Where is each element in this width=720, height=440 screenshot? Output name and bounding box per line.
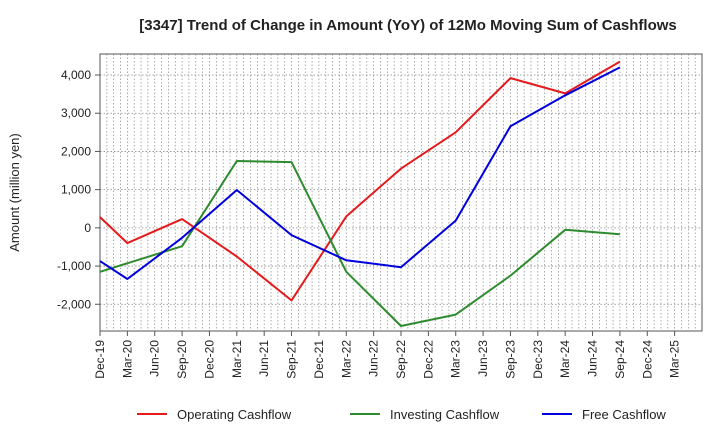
x-tick-label: Dec-24: [640, 340, 654, 379]
series-lines: [99, 60, 621, 327]
y-tick-label: 4,000: [61, 68, 91, 82]
x-tick-label: Dec-20: [202, 340, 216, 379]
series-line-operating-cashflow: [99, 60, 621, 302]
x-tick-label: Jun-22: [367, 340, 381, 377]
x-tick-label: Sep-20: [175, 340, 189, 379]
y-axis-ticks: -2,000 -1,000 0 1,000 2,000 3,000 4,000: [57, 68, 100, 311]
x-axis-ticks: Dec-19 Mar-20 Jun-20 Sep-20 Dec-20 Mar-21 Jun-…: [93, 331, 682, 379]
y-tick-label: 2,000: [61, 144, 91, 158]
x-tick-label: Mar-24: [558, 340, 572, 378]
y-tick-label: -1,000: [57, 259, 91, 273]
x-tick-label: Mar-23: [449, 340, 463, 378]
grid: [100, 54, 702, 331]
legend-label: Free Cashflow: [582, 407, 666, 422]
x-tick-label: Mar-25: [668, 340, 682, 378]
y-axis-label: Amount (million yen): [7, 133, 22, 252]
x-tick-label: Dec-23: [531, 340, 545, 379]
x-tick-label: Mar-21: [230, 340, 244, 378]
y-tick-label: 0: [84, 221, 91, 235]
x-tick-label: Dec-22: [421, 340, 435, 379]
x-tick-label: Sep-22: [394, 340, 408, 379]
y-tick-label: 1,000: [61, 183, 91, 197]
legend: Operating Cashflow Investing Cashflow Free…: [137, 407, 666, 422]
x-tick-label: Jun-24: [586, 340, 600, 377]
legend-label: Investing Cashflow: [390, 407, 500, 422]
y-tick-label: 3,000: [61, 106, 91, 120]
series-line-investing-cashflow: [99, 160, 620, 327]
x-tick-label: Dec-19: [93, 340, 107, 379]
x-tick-label: Jun-21: [257, 340, 271, 377]
x-tick-label: Mar-22: [339, 340, 353, 378]
x-tick-label: Jun-23: [476, 340, 490, 377]
y-tick-label: -2,000: [57, 297, 91, 311]
x-tick-label: Sep-21: [285, 340, 299, 379]
legend-label: Operating Cashflow: [177, 407, 292, 422]
x-tick-label: Sep-23: [503, 340, 517, 379]
x-tick-label: Dec-21: [312, 340, 326, 379]
x-tick-label: Mar-20: [120, 340, 134, 378]
x-tick-label: Sep-24: [613, 340, 627, 379]
chart-title: [3347] Trend of Change in Amount (YoY) o…: [139, 17, 677, 34]
x-tick-label: Jun-20: [148, 340, 162, 377]
series-line-free-cashflow: [99, 66, 621, 280]
